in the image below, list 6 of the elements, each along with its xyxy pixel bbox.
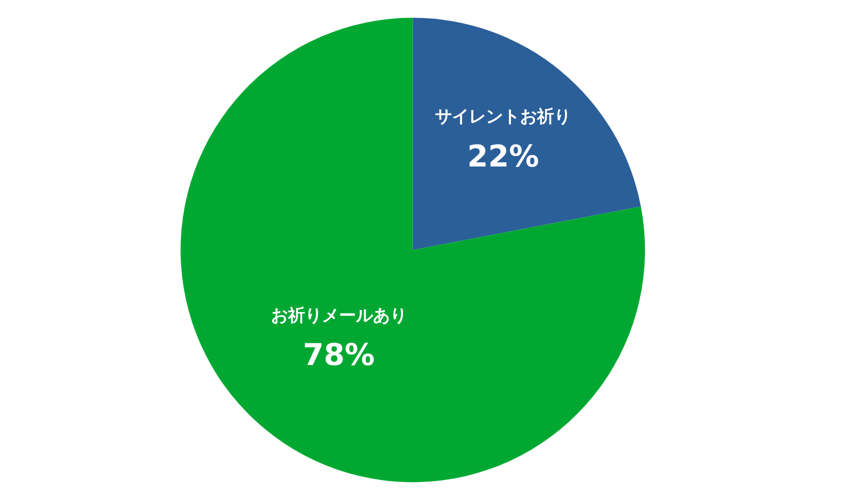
slice-label: お祈りメールあり — [270, 306, 407, 326]
data-label: 22% — [467, 139, 540, 174]
data-label: 78% — [302, 338, 375, 374]
slice-label: サイレントお祈り — [435, 107, 572, 128]
pie-slice — [412, 18, 641, 250]
pie-slice — [180, 18, 645, 482]
